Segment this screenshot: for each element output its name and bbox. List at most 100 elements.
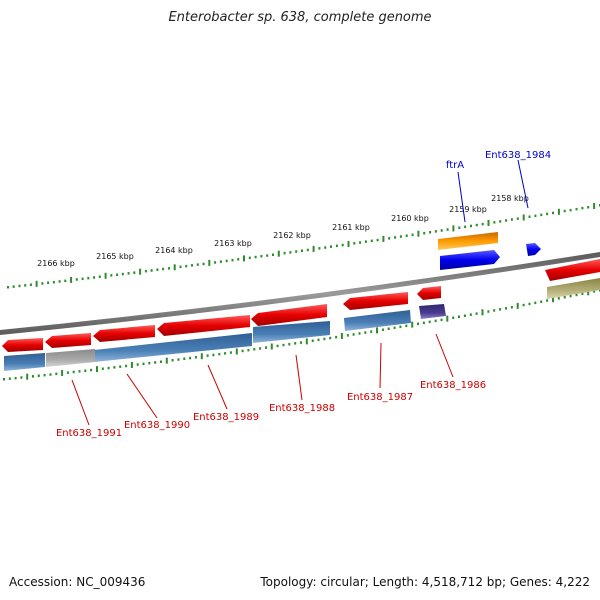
upper-track-minor-tick	[330, 245, 332, 248]
upper-track-major-tick	[347, 241, 350, 247]
gene-ftrA[interactable]	[440, 250, 500, 270]
lower-track-minor-tick	[113, 366, 116, 369]
gene-ent638-1991-b[interactable]	[2, 338, 43, 352]
upper-track-minor-tick	[58, 280, 61, 283]
upper-track-minor-tick	[266, 254, 269, 257]
lower-track-major-tick	[200, 353, 203, 360]
label-ent638-1987[interactable]: Ent638_1987	[347, 392, 413, 403]
gene-ftrA-upper[interactable]	[438, 232, 498, 250]
upper-track-minor-tick	[405, 234, 408, 237]
upper-track-minor-tick	[353, 242, 356, 245]
lower-track-minor-tick	[528, 302, 531, 306]
upper-track-minor-tick	[75, 278, 78, 281]
gene-ent638-1990[interactable]	[93, 325, 155, 342]
label-ent638-1989[interactable]: Ent638_1989	[193, 412, 259, 423]
gene-ent638-1991-cds[interactable]	[46, 349, 95, 367]
gene-ent638-1983-cds[interactable]	[547, 278, 600, 299]
lower-scale-track	[3, 289, 600, 381]
lower-track-minor-tick	[276, 344, 279, 348]
upper-track-minor-tick	[464, 225, 467, 229]
upper-track-minor-tick	[510, 218, 513, 221]
upper-track-minor-tick	[225, 259, 228, 263]
upper-track-minor-tick	[98, 275, 101, 278]
lower-track-minor-tick	[55, 372, 58, 376]
upper-track-minor-tick	[214, 261, 217, 264]
lower-track-minor-tick	[563, 296, 566, 299]
gene-ent638-1987[interactable]	[343, 292, 408, 310]
upper-track-minor-tick	[64, 279, 67, 283]
lower-track-minor-tick	[469, 313, 472, 316]
lower-track-major-tick	[446, 315, 449, 322]
upper-track-minor-tick	[179, 265, 182, 269]
scale-label-2159: 2159 kbp	[449, 205, 487, 214]
upper-track-minor-tick	[481, 222, 484, 226]
lower-track-minor-tick	[387, 327, 390, 330]
gene-ent638-1989[interactable]	[157, 315, 250, 336]
upper-track-minor-tick	[423, 231, 426, 235]
scale-labels: 2158 kbp 2159 kbp 2160 kbp 2161 kbp 2162…	[37, 194, 529, 268]
lower-track-minor-tick	[189, 356, 192, 360]
upper-track-major-tick	[104, 272, 107, 279]
lower-track-minor-tick	[381, 328, 384, 331]
gene-ent638-1991[interactable]	[45, 333, 91, 348]
gene-ent638-1984[interactable]	[526, 243, 541, 256]
gene-ent638-1988[interactable]	[251, 304, 327, 326]
gene-labels: ftrA Ent638_1984 Ent638_1986 Ent638_1987…	[56, 150, 551, 439]
upper-track-minor-tick	[202, 262, 205, 266]
gene-ent638-1988-cds[interactable]	[253, 321, 330, 343]
scale-label-2164: 2164 kbp	[155, 246, 193, 255]
lower-track-minor-tick	[329, 336, 332, 340]
lower-track-minor-tick	[49, 373, 52, 376]
gene-ent638-1983[interactable]	[545, 259, 600, 281]
lower-track-major-tick	[96, 366, 98, 373]
label-ent638-1991[interactable]: Ent638_1991	[56, 428, 122, 439]
gene-ent638-1986[interactable]	[417, 286, 441, 300]
lower-track-minor-tick	[218, 352, 221, 356]
lower-track-major-tick	[411, 321, 414, 328]
upper-track-minor-tick	[12, 285, 15, 288]
upper-track-minor-tick	[534, 214, 537, 218]
upper-track-minor-tick	[306, 248, 309, 252]
upper-track-minor-tick	[260, 255, 263, 258]
lower-track-minor-tick	[581, 292, 584, 295]
lower-track-minor-tick	[364, 331, 367, 334]
upper-track-major-tick	[173, 264, 176, 271]
lower-track-major-tick	[516, 302, 519, 309]
label-ent638-1988[interactable]: Ent638_1988	[269, 403, 335, 414]
upper-track-minor-tick	[254, 255, 257, 259]
upper-track-minor-tick	[248, 256, 251, 260]
reverse-genes	[2, 286, 446, 371]
lower-track-major-tick	[26, 373, 29, 380]
lower-track-minor-tick	[323, 337, 326, 341]
lower-track-minor-tick	[505, 307, 507, 310]
label-ent638-1990[interactable]: Ent638_1990	[124, 420, 190, 431]
lower-track-minor-tick	[66, 371, 69, 374]
lower-track-minor-tick	[107, 366, 110, 370]
lower-track-minor-tick	[593, 290, 596, 293]
gene-ent638-1986-cds[interactable]	[419, 304, 446, 319]
lower-track-minor-tick	[247, 348, 250, 352]
lower-track-minor-tick	[317, 338, 320, 342]
lower-track-minor-tick	[253, 348, 256, 351]
lower-track-minor-tick	[177, 358, 180, 361]
gene-ent638-1992-cds[interactable]	[4, 353, 45, 371]
label-ent638-1986[interactable]: Ent638_1986	[420, 380, 486, 391]
gene-ent638-1987-cds[interactable]	[344, 310, 411, 331]
label-ent638-1984[interactable]: Ent638_1984	[485, 150, 551, 161]
label-ftrA[interactable]: ftrA	[446, 160, 464, 171]
upper-track-minor-tick	[219, 260, 222, 263]
upper-track-minor-tick	[283, 251, 286, 255]
lower-track-minor-tick	[458, 315, 460, 318]
gene-ent638-1989-cds[interactable]	[94, 333, 252, 362]
lower-track-minor-tick	[534, 301, 537, 305]
map-title: Enterobacter sp. 638, complete genome	[168, 10, 432, 25]
lower-track-major-tick	[130, 362, 133, 368]
label-leaders	[71, 159, 529, 426]
lower-track-minor-tick	[510, 306, 513, 309]
lower-track-minor-tick	[84, 369, 87, 372]
upper-track-major-tick	[70, 276, 73, 283]
upper-track-minor-tick	[499, 220, 502, 223]
lower-track-minor-tick	[475, 312, 478, 315]
lower-track-major-tick	[340, 333, 343, 339]
lower-track-minor-tick	[282, 343, 285, 347]
